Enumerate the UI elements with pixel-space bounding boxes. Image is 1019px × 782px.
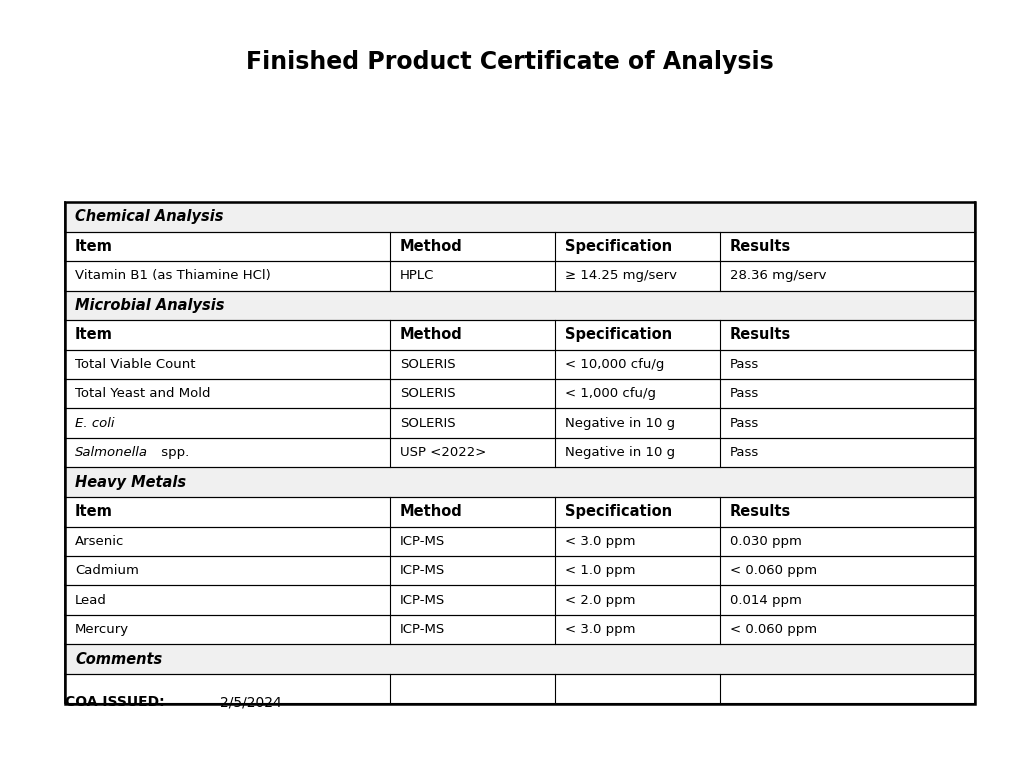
Text: 0.014 ppm: 0.014 ppm [730,594,801,607]
Text: < 3.0 ppm: < 3.0 ppm [565,535,635,547]
Bar [65,468,974,497]
Text: Method: Method [399,239,463,253]
Text: < 1,000 cfu/g: < 1,000 cfu/g [565,387,655,400]
Bar [65,202,974,231]
Text: Results: Results [730,504,791,519]
Bar [65,231,974,261]
Text: < 3.0 ppm: < 3.0 ppm [565,623,635,637]
Text: < 0.060 ppm: < 0.060 ppm [730,565,816,577]
Text: Results: Results [730,327,791,343]
Bar [65,497,974,526]
Bar [65,408,974,438]
Text: Salmonella: Salmonella [75,447,148,459]
Text: Specification: Specification [565,504,672,519]
Bar [65,644,974,674]
Text: E. coli: E. coli [75,417,114,430]
Text: Specification: Specification [565,327,672,343]
Text: Total Viable Count: Total Viable Count [75,357,196,371]
Bar [65,674,974,704]
Text: < 10,000 cfu/g: < 10,000 cfu/g [565,357,663,371]
Text: HPLC: HPLC [399,269,434,282]
Text: COA ISSUED:: COA ISSUED: [65,695,164,709]
Bar [65,556,974,586]
Text: Arsenic: Arsenic [75,535,124,547]
Text: Method: Method [399,327,463,343]
Text: 28.36 mg/serv: 28.36 mg/serv [730,269,825,282]
Text: Mercury: Mercury [75,623,129,637]
Bar [65,526,974,556]
Bar [65,438,974,468]
Text: ICP-MS: ICP-MS [399,594,445,607]
Text: Specification: Specification [565,239,672,253]
Text: Negative in 10 g: Negative in 10 g [565,447,675,459]
Text: Method: Method [399,504,463,519]
Bar [65,261,974,290]
Text: Pass: Pass [730,387,758,400]
Text: SOLERIS: SOLERIS [399,357,455,371]
Text: ICP-MS: ICP-MS [399,565,445,577]
Text: Item: Item [75,504,113,519]
Text: Vitamin B1 (as Thiamine HCl): Vitamin B1 (as Thiamine HCl) [75,269,270,282]
Text: Pass: Pass [730,357,758,371]
Text: ICP-MS: ICP-MS [399,535,445,547]
Bar [65,586,974,615]
Text: Microbial Analysis: Microbial Analysis [75,298,224,313]
Text: Lead: Lead [75,594,107,607]
Text: < 0.060 ppm: < 0.060 ppm [730,623,816,637]
Text: Pass: Pass [730,447,758,459]
Text: Item: Item [75,239,113,253]
Bar [65,290,974,320]
Text: < 2.0 ppm: < 2.0 ppm [565,594,635,607]
Text: Heavy Metals: Heavy Metals [75,475,185,490]
Text: Comments: Comments [75,651,162,667]
Text: Results: Results [730,239,791,253]
Text: Negative in 10 g: Negative in 10 g [565,417,675,430]
Bar [65,350,974,379]
Text: USP <2022>: USP <2022> [399,447,486,459]
Text: Pass: Pass [730,417,758,430]
Bar [65,615,974,644]
Text: < 1.0 ppm: < 1.0 ppm [565,565,635,577]
Text: SOLERIS: SOLERIS [399,387,455,400]
Bar [65,202,974,704]
Bar [65,379,974,408]
Text: ICP-MS: ICP-MS [399,623,445,637]
Text: spp.: spp. [157,447,190,459]
Text: Finished Product Certificate of Analysis: Finished Product Certificate of Analysis [246,50,773,74]
Text: Total Yeast and Mold: Total Yeast and Mold [75,387,210,400]
Text: SOLERIS: SOLERIS [399,417,455,430]
Bar [65,320,974,350]
Text: 0.030 ppm: 0.030 ppm [730,535,801,547]
Text: Item: Item [75,327,113,343]
Text: 2/5/2024: 2/5/2024 [220,695,281,709]
Text: Cadmium: Cadmium [75,565,139,577]
Text: Chemical Analysis: Chemical Analysis [75,210,223,224]
Text: ≥ 14.25 mg/serv: ≥ 14.25 mg/serv [565,269,677,282]
